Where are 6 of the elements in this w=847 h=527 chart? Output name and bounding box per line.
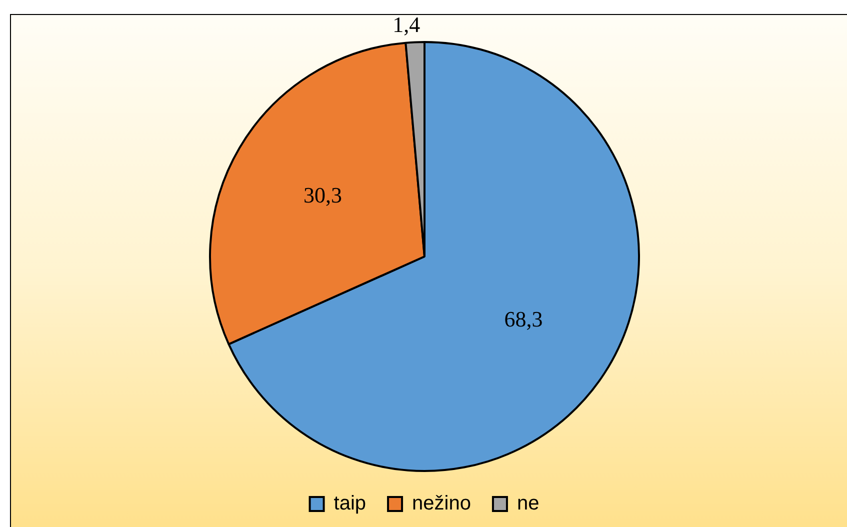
- legend-label: ne: [516, 492, 540, 515]
- data-label: 68,3: [504, 306, 543, 332]
- legend-label: taip: [334, 492, 366, 515]
- data-label: 30,3: [304, 182, 342, 208]
- data-label: 1,4: [392, 12, 420, 38]
- legend-label: nežino: [412, 492, 471, 515]
